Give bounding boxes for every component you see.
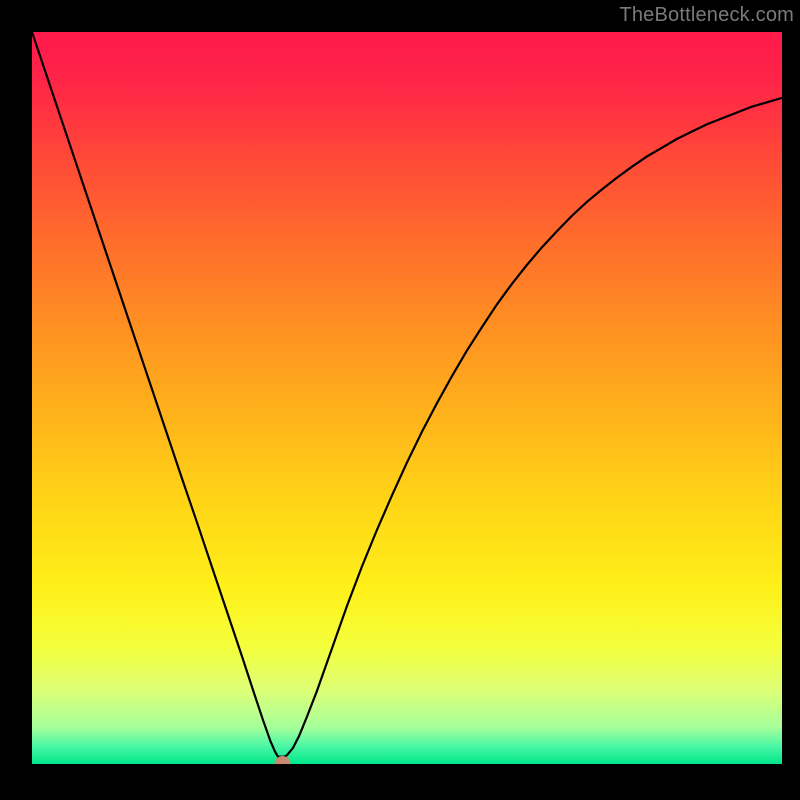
plot-area: [32, 32, 782, 764]
chart-container: TheBottleneck.com: [0, 0, 800, 800]
chart-svg: [32, 32, 782, 764]
chart-background: [32, 32, 782, 764]
watermark-text: TheBottleneck.com: [619, 0, 800, 27]
